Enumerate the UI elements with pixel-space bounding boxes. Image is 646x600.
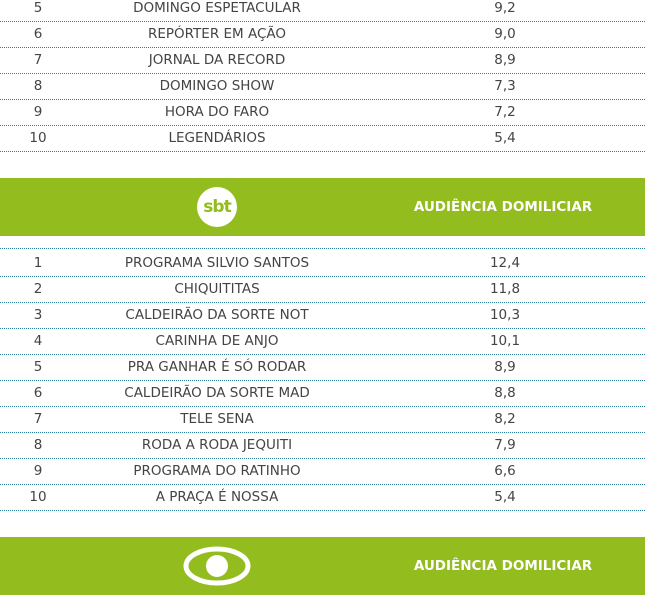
rank: 5 [33, 359, 43, 375]
row-divider [0, 47, 645, 48]
rating: 12,4 [489, 255, 521, 271]
rank: 8 [33, 78, 43, 94]
row-divider [0, 458, 645, 459]
program: CHIQUITITAS [174, 281, 260, 297]
program: REPÓRTER EM AÇÃO [147, 26, 287, 42]
rating: 10,1 [489, 333, 521, 349]
rating: 7,2 [494, 104, 516, 120]
rating: 8,9 [494, 52, 516, 68]
rating: 7,9 [494, 437, 516, 453]
rating: 5,4 [494, 130, 516, 146]
row-divider [0, 125, 645, 126]
row-divider [0, 99, 645, 100]
rank: 6 [33, 26, 43, 42]
row-divider [0, 354, 645, 355]
program: DOMINGO SHOW [159, 78, 275, 94]
rank: 8 [33, 437, 43, 453]
channel-logo: sbt [197, 187, 237, 227]
row-divider [0, 21, 645, 22]
rating: 6,6 [494, 463, 516, 479]
row-divider [0, 248, 645, 249]
row-divider [0, 73, 645, 74]
row-divider [0, 151, 645, 152]
row-divider [0, 510, 645, 511]
program: RODA A RODA JEQUITI [141, 437, 293, 453]
rank: 1 [33, 255, 43, 271]
row-divider [0, 406, 645, 407]
rank: 2 [33, 281, 43, 297]
rank: 4 [33, 333, 43, 349]
rank: 9 [33, 463, 43, 479]
row-divider [0, 380, 645, 381]
rating: 9,0 [494, 26, 516, 42]
program: HORA DO FARO [164, 104, 270, 120]
program: CALDEIRÃO DA SORTE NOT [125, 307, 309, 323]
rank: 7 [33, 52, 43, 68]
program: CARINHA DE ANJO [155, 333, 279, 349]
rank: 10 [29, 489, 47, 505]
row-divider [0, 302, 645, 303]
rating: 5,4 [494, 489, 516, 505]
program: PROGRAMA SILVIO SANTOS [124, 255, 310, 271]
rating: 11,8 [489, 281, 521, 297]
rank: 7 [33, 411, 43, 427]
rank: 10 [29, 130, 47, 146]
row-divider [0, 276, 645, 277]
row-divider [0, 328, 645, 329]
rating: 7,3 [494, 78, 516, 94]
rating: 10,3 [489, 307, 521, 323]
program: PROGRAMA DO RATINHO [133, 463, 301, 479]
program: CALDEIRÃO DA SORTE MAD [124, 385, 310, 401]
program: PRA GANHAR É SÓ RODAR [127, 359, 307, 375]
header-title: AUDIÊNCIA DOMILICIAR [413, 199, 593, 215]
rank: 9 [33, 104, 43, 120]
program: DOMINGO ESPETACULAR [133, 0, 301, 16]
program: TELE SENA [180, 411, 254, 427]
header-title: AUDIÊNCIA DOMILICIAR [413, 558, 593, 574]
rating: 8,9 [494, 359, 516, 375]
program: JORNAL DA RECORD [148, 52, 286, 68]
section-header: sbt AUDIÊNCIA DOMILICIAR [0, 178, 645, 236]
rating: 8,8 [494, 385, 516, 401]
section-header: AUDIÊNCIA DOMILICIAR [0, 537, 645, 595]
channel-logo [183, 546, 251, 586]
program: LEGENDÁRIOS [168, 130, 266, 146]
rank: 3 [33, 307, 43, 323]
rating: 9,2 [494, 0, 516, 16]
rank: 6 [33, 385, 43, 401]
row-divider [0, 484, 645, 485]
program: A PRAÇA É NOSSA [155, 489, 279, 505]
row-divider [0, 432, 645, 433]
rank: 5 [33, 0, 43, 16]
rating: 8,2 [494, 411, 516, 427]
